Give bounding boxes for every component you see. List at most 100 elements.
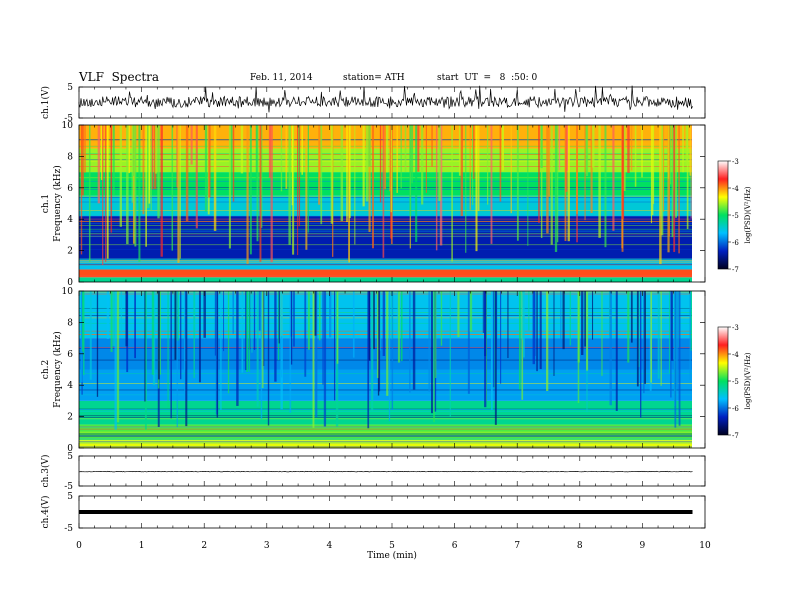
spectrogram-streak [288, 125, 291, 245]
spectrogram-streak [388, 291, 391, 422]
spectrogram-streak [567, 125, 570, 242]
spectrogram-streak [195, 125, 198, 229]
spectrogram-streak [440, 291, 443, 346]
x-tick-label: 4 [327, 541, 333, 551]
spectrogram-streak [245, 291, 247, 371]
spectrogram-blank [692, 291, 705, 448]
spectrogram-streak [157, 125, 160, 219]
spectrogram-streak [354, 125, 356, 245]
spectrogram-streak [251, 291, 253, 353]
spectrogram-streak [232, 291, 234, 334]
spectrogram-streak [230, 125, 233, 191]
spectrogram-streak [685, 125, 688, 166]
spectrogram-streak [396, 125, 398, 193]
spectrogram-streak [220, 291, 222, 410]
y-tick-label: 8 [67, 152, 73, 162]
spectrogram-line [79, 215, 692, 217]
spectrogram-streak [110, 125, 113, 233]
spectrogram-streak [390, 125, 392, 213]
spectrogram-line [79, 223, 692, 224]
y-axis-label: Frequency (kHz) [52, 165, 63, 242]
spectrogram-streak [391, 291, 394, 410]
y-tick-label: 4 [67, 215, 73, 225]
spectrogram-streak [371, 125, 375, 249]
spectrogram-line [79, 201, 692, 203]
spectrogram-streak [280, 125, 283, 192]
colorbar-tick-label: -4 [732, 185, 739, 193]
spectrogram-line [79, 348, 692, 349]
spectrogram-streak [132, 125, 136, 244]
y-tick-label: 10 [62, 121, 74, 131]
spectrogram-streak [501, 125, 504, 172]
y-tick-label: 8 [67, 318, 73, 328]
spectrogram-streak [527, 125, 529, 246]
x-tick-label: 10 [699, 541, 711, 551]
y-tick-label: -5 [64, 114, 73, 124]
x-tick-label: 5 [389, 541, 395, 551]
spectrogram-band [79, 440, 692, 448]
start-time-label: start UT = 8 :50: 0 [437, 73, 538, 83]
spectrogram-streak [110, 291, 113, 352]
spectrogram-line [79, 230, 692, 232]
spectrogram-streak [546, 291, 549, 391]
spectrogram-streak [473, 125, 475, 180]
y-tick-label: 5 [67, 452, 73, 462]
spectrogram-line [79, 210, 692, 211]
spectrogram-streak [415, 125, 418, 243]
spectrogram-line [79, 417, 692, 418]
spectrogram-streak [138, 125, 141, 262]
spectrogram-line [79, 409, 692, 410]
spectrogram-streak [465, 125, 467, 253]
spectrogram-line [79, 322, 692, 324]
spectrogram-line [79, 315, 692, 316]
spectrogram-streak [102, 125, 104, 266]
spectrogram-streak [134, 125, 137, 247]
spectrogram-streak [171, 125, 174, 251]
spectrogram-streak [262, 291, 265, 367]
spectrogram-streak [492, 291, 495, 388]
spectrogram-streak [449, 291, 452, 417]
spectrogram-streak [577, 291, 580, 363]
spectrogram-streak [106, 291, 110, 340]
spectrogram-streak [678, 291, 681, 426]
spectrogram-streak [190, 125, 193, 165]
spectrogram-streak [320, 125, 323, 225]
spectrogram-streak [659, 125, 662, 264]
spectrogram-streak [482, 291, 484, 333]
spectrogram-streak [105, 125, 107, 262]
spectrogram-line [79, 291, 692, 293]
spectrogram-streak [334, 291, 336, 401]
spectrogram-streak [425, 125, 427, 193]
spectrogram-streak [678, 125, 680, 254]
x-tick-label: 3 [264, 541, 270, 551]
y-tick-label: 0 [67, 444, 73, 454]
spectrogram-streak [382, 125, 385, 258]
spectrogram-streak [428, 291, 431, 392]
spectrogram-streak [82, 291, 84, 352]
spectrogram-streak [80, 125, 83, 255]
spectrogram-line [79, 438, 692, 440]
spectrogram-streak [379, 125, 382, 203]
spectrogram-streak [546, 125, 549, 234]
spectrogram-streak [668, 125, 670, 237]
spectrogram-streak [314, 291, 317, 336]
waveform-trace [78, 85, 693, 113]
spectrogram-streak [522, 291, 524, 340]
y-axis-label: ch.1(V) [40, 86, 51, 119]
spectrogram-streak [151, 291, 154, 375]
spectrogram-line [79, 258, 692, 260]
spectrogram-streak [650, 291, 653, 383]
x-tick-label: 2 [201, 541, 207, 551]
spectrogram-streak [348, 125, 350, 263]
spectrogram-streak [278, 291, 280, 344]
spectrogram-streak [438, 125, 441, 201]
colorbar-tick-label: -6 [732, 239, 739, 247]
x-tick-label: 7 [514, 541, 520, 551]
spectrogram-streak [435, 125, 438, 251]
spectrogram-line [79, 293, 692, 295]
date-label: Feb. 11, 2014 [250, 73, 313, 83]
spectrogram-streak [158, 291, 161, 375]
spectrogram-blank [692, 125, 705, 282]
spectrogram-streak [576, 125, 578, 214]
